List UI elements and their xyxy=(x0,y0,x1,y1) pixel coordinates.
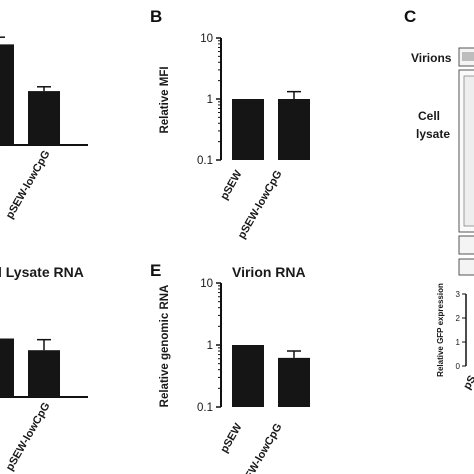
panel-e-y-axis-label: Relative genomic RNA xyxy=(159,285,171,408)
panel-a-category-label: pSEW-lowCpG xyxy=(4,149,53,221)
panel-d-category-label: pSEW-lowCpG xyxy=(4,401,53,473)
panel-c-axes: 3 2 1 0 xyxy=(456,290,467,371)
bar xyxy=(278,99,310,160)
panel-b-y-axis-label: Relative MFI xyxy=(159,66,171,133)
panel-a-bars xyxy=(0,36,60,145)
panel-c-tick-label: 1 xyxy=(456,338,461,347)
panel-a: pSEW-lowCpG xyxy=(0,36,88,221)
bar xyxy=(278,357,310,407)
lysate-blot-inner xyxy=(463,75,474,227)
bar xyxy=(232,99,264,160)
panel-b-letter: B xyxy=(150,7,162,26)
lower-blot-frame-1 xyxy=(458,235,474,255)
panel-b-category-pSEW-lowCpG: pSEW-lowCpG xyxy=(236,169,285,241)
panel-e-bars xyxy=(232,345,310,407)
panel-d: l Lysate RNA pSEW-lowCpG xyxy=(0,264,88,473)
virions-blot-band xyxy=(462,52,474,61)
panel-c-tick-label: 0 xyxy=(456,362,461,371)
panel-c-tick-label: 2 xyxy=(456,314,461,323)
panel-b-category-pSEW: pSEW xyxy=(218,168,245,202)
bar xyxy=(0,338,14,397)
panel-b-axes: 10 1 0.1 xyxy=(197,33,222,167)
panel-c-tick-label: 3 xyxy=(456,290,461,299)
panel-e-category-pSEW: pSEW xyxy=(218,421,245,455)
panel-d-bars xyxy=(0,338,60,397)
panel-c-letter: C xyxy=(404,7,416,26)
panel-e: E Virion RNA Relative genomic RNA 10 1 0.1… xyxy=(150,261,310,474)
panel-d-title: l Lysate RNA xyxy=(0,264,84,280)
panel-b-tick-label: 10 xyxy=(200,33,213,45)
panel-e-tick-label: 0.1 xyxy=(197,402,213,414)
panel-c: C Virions Cell lysate Relative GFP expre… xyxy=(404,7,474,392)
panel-b-bars xyxy=(232,90,310,160)
virions-label: Virions xyxy=(411,51,452,65)
panel-b-tick-label: 1 xyxy=(207,94,213,106)
bar xyxy=(28,350,60,397)
lysate-label: lysate xyxy=(416,127,450,141)
panel-e-axes: 10 1 0.1 xyxy=(197,278,222,414)
bar xyxy=(0,44,14,145)
bar xyxy=(28,91,60,145)
bar xyxy=(232,345,264,407)
panel-e-letter: E xyxy=(150,261,161,280)
panel-e-tick-label: 10 xyxy=(200,278,213,290)
panel-c-category-fragment: pS xyxy=(461,374,474,392)
lower-blot-frame-2 xyxy=(458,258,474,276)
cell-label: Cell xyxy=(418,109,440,123)
panel-e-tick-label: 1 xyxy=(207,340,213,352)
panel-b: B Relative MFI 10 1 0.1 pSEW pSEW-lowCpG xyxy=(150,7,310,241)
panel-e-title: Virion RNA xyxy=(232,264,306,280)
panel-c-y-axis-label: Relative GFP expression xyxy=(436,283,445,377)
panel-b-tick-label: 0.1 xyxy=(197,155,213,167)
